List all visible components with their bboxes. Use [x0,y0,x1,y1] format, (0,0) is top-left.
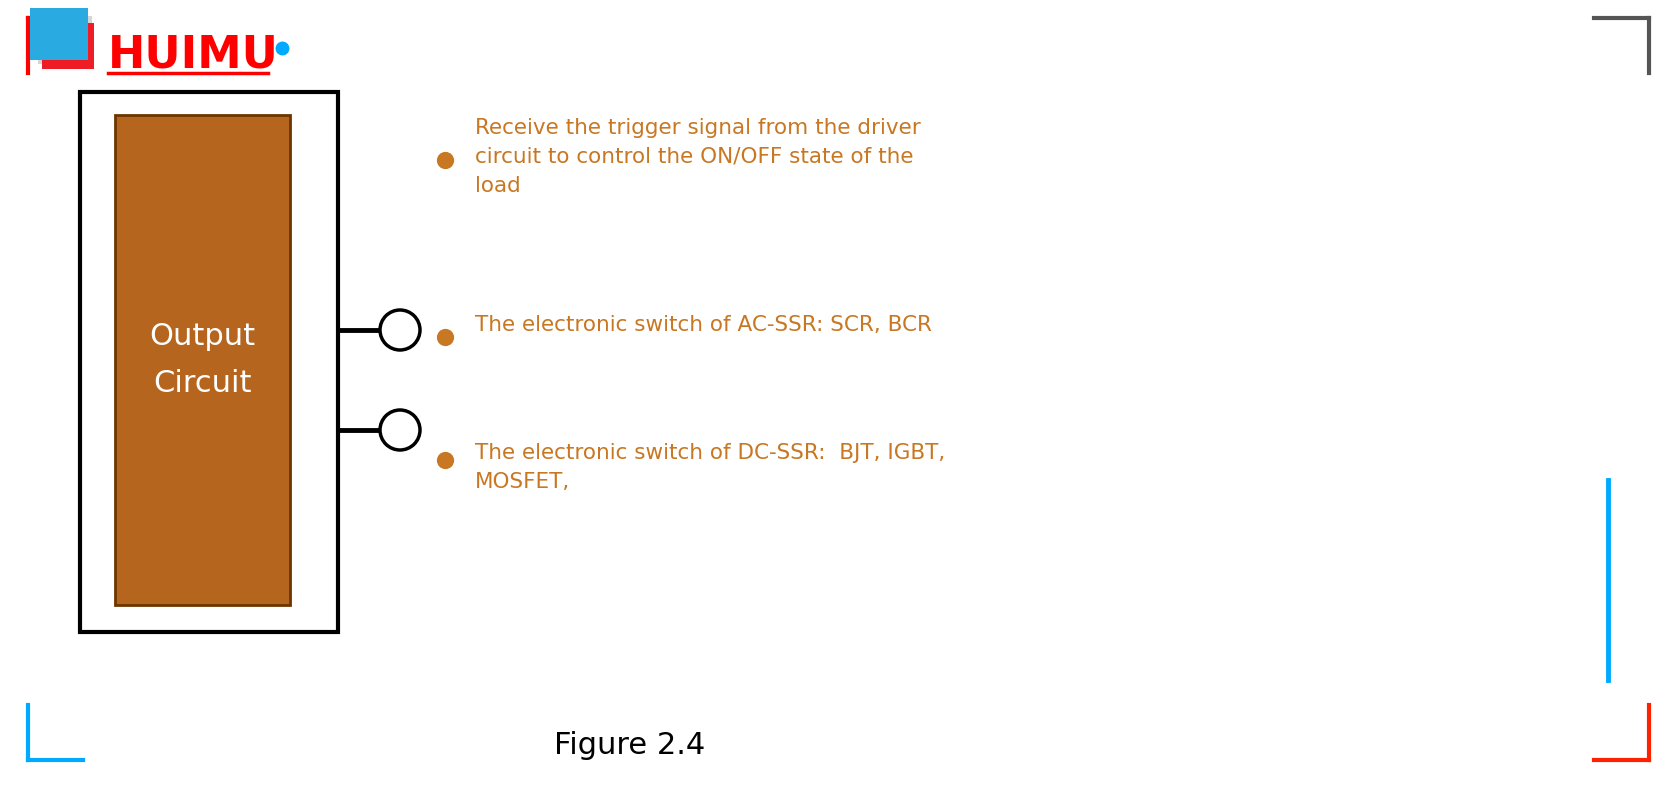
Bar [39,16,92,64]
Text: Receive the trigger signal from the driver
circuit to control the ON/OFF state o: Receive the trigger signal from the driv… [475,118,920,196]
Bar [30,8,87,60]
Bar [42,23,94,69]
Text: The electronic switch of DC-SSR:  BJT, IGBT,
MOSFET,: The electronic switch of DC-SSR: BJT, IG… [475,443,945,492]
Circle shape [379,410,420,450]
Text: HUIMU: HUIMU [107,34,279,77]
Bar [81,92,337,632]
Circle shape [379,310,420,350]
Text: The electronic switch of AC-SSR: SCR, BCR: The electronic switch of AC-SSR: SCR, BC… [475,315,932,335]
Bar [114,115,290,605]
Text: Output
Circuit: Output Circuit [149,322,255,398]
Point [432,331,458,344]
Text: Figure 2.4: Figure 2.4 [554,730,705,760]
Point [432,153,458,166]
Point [432,454,458,467]
